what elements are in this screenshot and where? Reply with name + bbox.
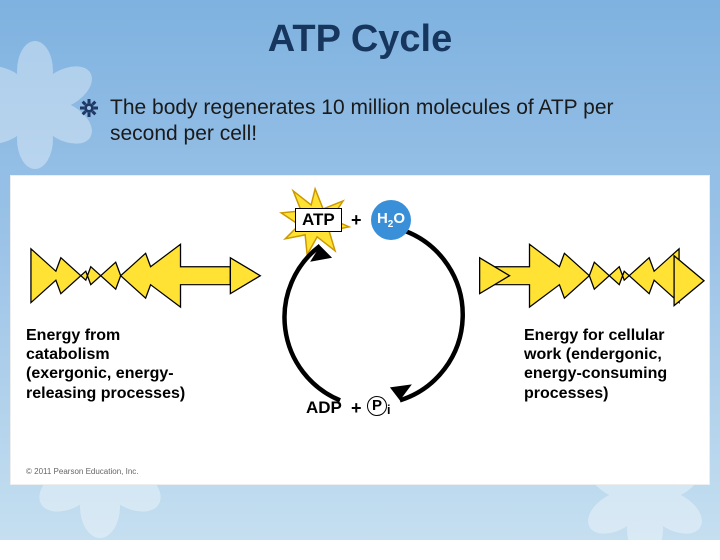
- energy-arrow-right: [480, 244, 704, 307]
- copyright: © 2011 Pearson Education, Inc.: [26, 467, 138, 476]
- right-caption: Energy for cellular work (endergonic, en…: [524, 326, 694, 403]
- energy-arrow-left: [31, 244, 260, 307]
- cycle-arrows: [284, 231, 462, 401]
- left-caption: Energy from catabolism (exergonic, energ…: [26, 326, 191, 403]
- h2o-label: H2O: [371, 200, 411, 240]
- pi-label: Pi: [367, 396, 390, 417]
- slide-title: ATP Cycle: [0, 18, 720, 61]
- adp-label: ADP: [306, 398, 342, 418]
- atp-label: ATP: [295, 208, 342, 232]
- plus-top: +: [351, 210, 362, 231]
- plus-bottom: +: [351, 398, 362, 419]
- atp-cycle-diagram: ATP + H2O ADP + Pi Energy from catabolis…: [10, 175, 710, 485]
- bullet-text: The body regenerates 10 million molecule…: [110, 95, 640, 148]
- gear-bullet-icon: [80, 99, 98, 117]
- bullet-row: The body regenerates 10 million molecule…: [80, 95, 640, 148]
